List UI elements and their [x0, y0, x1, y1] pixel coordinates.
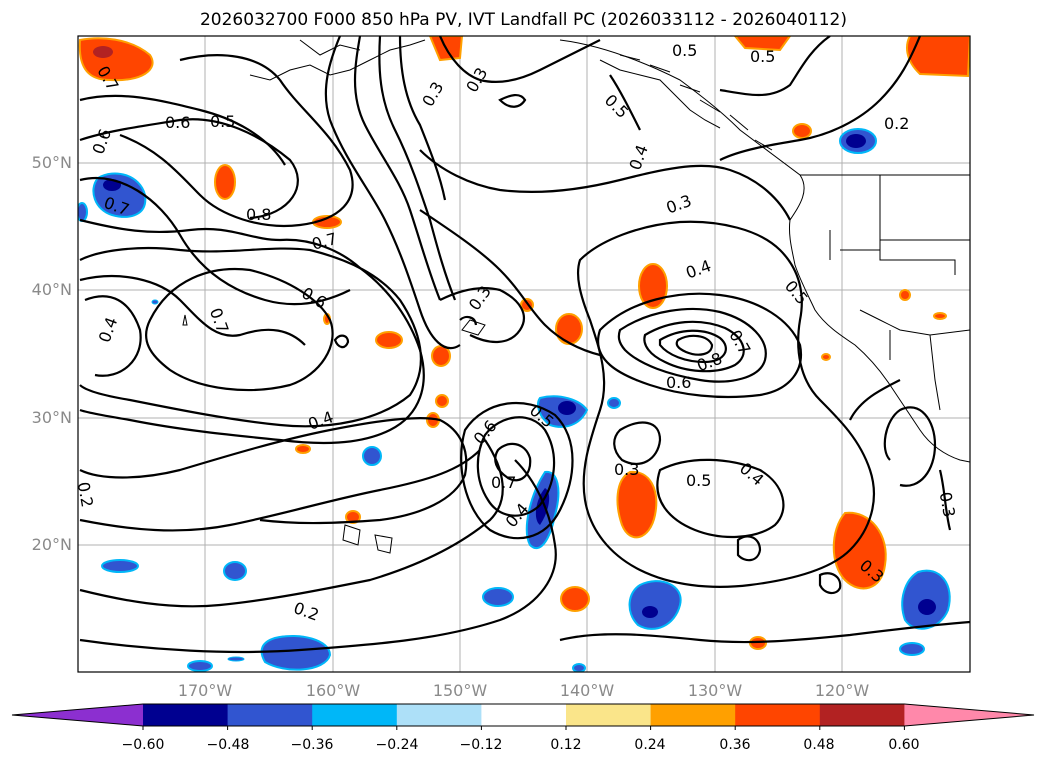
negative-patch	[151, 299, 159, 305]
negative-patch	[899, 642, 925, 656]
positive-patch	[555, 313, 583, 345]
lat-label-30n: 30°N	[31, 408, 72, 427]
negative-patch	[572, 663, 586, 672]
positive-patch	[792, 123, 812, 139]
colorbar-segment	[819, 704, 905, 726]
coastlines	[182, 39, 970, 554]
pv-contours	[79, 36, 970, 654]
lat-label-20n: 20°N	[31, 535, 72, 554]
negative-patch-core	[558, 401, 576, 415]
lon-label-120w: 120°W	[814, 681, 870, 700]
contour-label: 0.5	[686, 471, 711, 490]
colorbar-segment	[650, 704, 736, 726]
contour-label: 0.2	[74, 480, 97, 508]
positive-patch	[375, 331, 403, 349]
colorbar-segment	[312, 704, 398, 726]
colorbar-tick: 0.12	[550, 737, 582, 753]
negative-patch	[223, 561, 247, 581]
colorbar-segment	[227, 704, 313, 726]
lon-label-170w: 170°W	[177, 681, 233, 700]
contour-label: 0.7	[491, 473, 516, 492]
positive-patch	[821, 353, 831, 361]
positive-patch	[345, 510, 361, 524]
colorbar-tick: −0.60	[121, 737, 165, 753]
lon-label-160w: 160°W	[305, 681, 361, 700]
positive-patch	[214, 164, 236, 200]
lon-label-140w: 140°W	[559, 681, 615, 700]
contour-label: 0.3	[614, 460, 639, 479]
positive-patch	[638, 263, 668, 309]
contour-label: 0.6	[165, 113, 190, 132]
contour-label: 0.3	[936, 490, 959, 518]
negative-patch	[260, 634, 332, 671]
negative-patch-core	[846, 134, 866, 148]
positive-patch	[616, 470, 658, 539]
positive-patch	[832, 511, 887, 590]
contour-label: 0.5	[210, 112, 235, 131]
lon-label-130w: 130°W	[687, 681, 743, 700]
positive-patch	[906, 36, 970, 78]
colorbar-segment	[735, 704, 821, 726]
lon-label-150w: 150°W	[432, 681, 488, 700]
colorbar-tick: −0.48	[206, 737, 250, 753]
negative-patch	[607, 397, 621, 409]
map-title: 2026032700 F000 850 hPa PV, IVT Landfall…	[199, 10, 847, 30]
colorbar-tick: −0.24	[375, 737, 419, 753]
contour-label: 0.8	[246, 205, 271, 224]
colorbar-tick: −0.36	[290, 737, 334, 753]
contour-label: 0.2	[884, 114, 909, 133]
contour-label: 0.5	[750, 47, 775, 66]
map-frame	[77, 35, 971, 673]
negative-patch	[362, 446, 382, 466]
contour-label: 0.5	[672, 41, 697, 60]
colorbar	[11, 703, 1035, 730]
negative-patch-core	[918, 599, 936, 615]
colorbar-tick: −0.12	[459, 737, 503, 753]
colorbar-segment	[566, 704, 652, 726]
colorbar-extend-max	[904, 704, 1034, 726]
colorbar-tick: 0.36	[719, 737, 751, 753]
contour-label: 0.6	[666, 373, 691, 392]
negative-patch-core	[642, 606, 658, 618]
negative-patch	[482, 587, 514, 607]
lat-label-40n: 40°N	[31, 280, 72, 299]
colorbar-segment	[143, 704, 229, 726]
colorbar-tick: 0.48	[803, 737, 835, 753]
positive-patch	[733, 36, 792, 52]
positive-patch	[435, 394, 449, 408]
colorbar-segment	[396, 704, 482, 726]
shaded-field	[78, 36, 970, 672]
positive-patch	[899, 289, 911, 301]
positive-patch	[295, 444, 311, 454]
positive-patch-core	[93, 46, 113, 58]
colorbar-segment	[481, 704, 567, 726]
negative-patch	[187, 660, 213, 672]
positive-patch	[933, 312, 947, 320]
negative-patch	[628, 580, 682, 630]
negative-patch	[101, 559, 139, 573]
lat-label-50n: 50°N	[31, 153, 72, 172]
positive-patch	[560, 586, 590, 612]
negative-patch	[227, 656, 245, 662]
positive-patch	[431, 345, 451, 367]
colorbar-tick: 0.24	[634, 737, 666, 753]
colorbar-extend-min	[12, 704, 143, 726]
colorbar-tick: 0.60	[888, 737, 920, 753]
